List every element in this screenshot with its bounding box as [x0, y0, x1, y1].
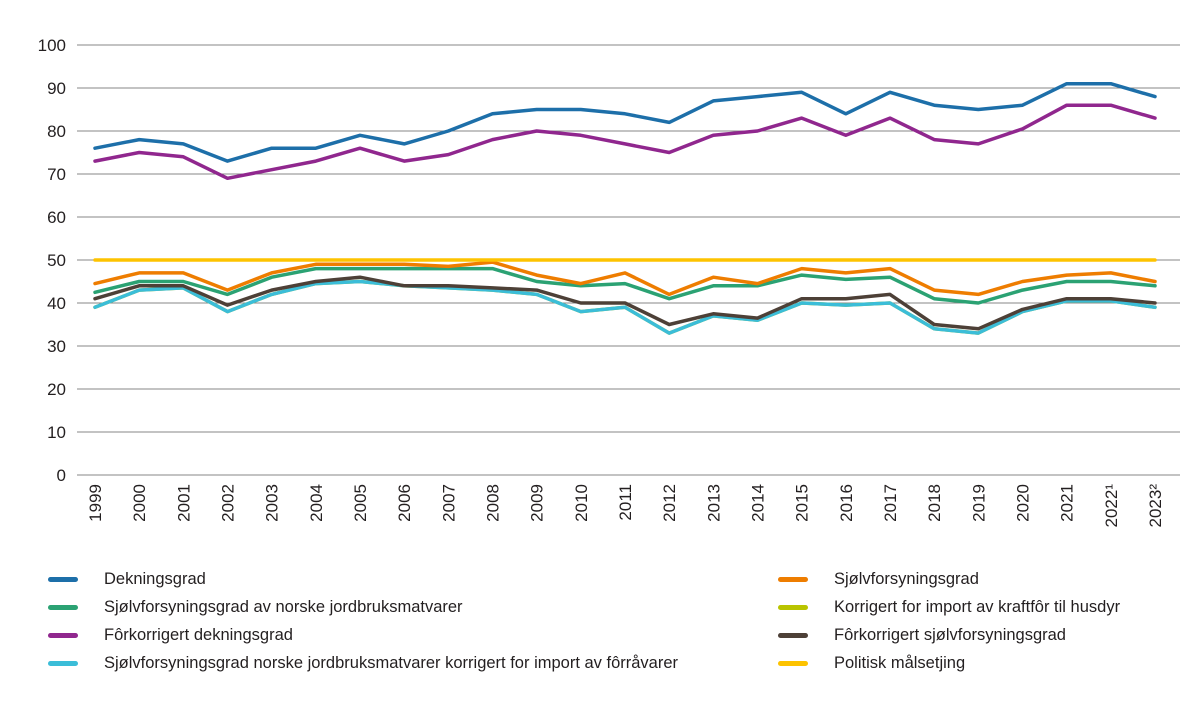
legend-label: Fôrkorrigert dekningsgrad	[104, 625, 293, 644]
x-axis-tick-label: 2020	[1014, 484, 1033, 522]
x-axis-tick-label: 2011	[616, 484, 635, 521]
x-axis-tick-label: 2022¹	[1102, 484, 1121, 528]
series-line-sj-lvforsyningsgrad-norske-jordbruksmatvarer-korrigert-for-import-av-f-rr-varer	[93, 279, 1157, 335]
x-axis-tick-label: 2016	[837, 484, 856, 522]
x-axis-tick-label: 2013	[704, 484, 723, 522]
x-axis-tick-label: 2012	[660, 484, 679, 522]
y-axis-tick-label: 70	[47, 165, 66, 184]
legend-swatch-icon	[778, 604, 808, 610]
series-line-sj-lvforsyningsgrad-av-norske-jordbruksmatvarer	[93, 266, 1157, 305]
legend-label: Sjølvforsyningsgrad norske jordbruksmatv…	[104, 653, 679, 672]
x-axis-tick-label: 1999	[86, 484, 105, 522]
x-axis-tick-label: 2000	[130, 484, 149, 522]
legend-item: Fôrkorrigert dekningsgrad	[48, 621, 778, 649]
y-axis-tick-label: 20	[47, 380, 66, 399]
y-axis-tick-label: 50	[47, 251, 66, 270]
series-line-f-rkorrigert-sj-lvforsyningsgrad	[93, 275, 1157, 331]
legend-swatch-icon	[48, 604, 78, 610]
legend-item: Politisk målsetjing	[778, 649, 1190, 677]
legend-swatch-icon	[778, 576, 808, 582]
legend-item: Dekningsgrad	[48, 565, 778, 593]
y-axis-tick-label: 90	[47, 79, 66, 98]
x-axis-tick-label: 2023²	[1146, 484, 1165, 528]
legend-label: Korrigert for import av kraftfôr til hus…	[834, 597, 1121, 616]
legend-swatch-icon	[48, 576, 78, 582]
x-axis-tick-label: 2021	[1058, 484, 1077, 522]
legend-label: Politisk målsetjing	[834, 653, 966, 672]
x-axis-tick-label: 2010	[572, 484, 591, 522]
x-axis-tick-label: 2008	[484, 484, 503, 522]
legend-item: Sjølvforsyningsgrad norske jordbruksmatv…	[48, 649, 778, 677]
series-line-dekningsgrad	[93, 81, 1157, 163]
y-axis-tick-label: 30	[47, 337, 66, 356]
x-axis-tick-label: 2004	[307, 484, 326, 522]
legend-swatch-icon	[48, 660, 78, 666]
x-axis-tick-label: 2017	[881, 484, 900, 522]
legend-swatch-icon	[778, 660, 808, 666]
legend-item: Korrigert for import av kraftfôr til hus…	[778, 593, 1190, 621]
x-axis-tick-label: 2002	[219, 484, 238, 522]
legend-label: Dekningsgrad	[104, 569, 206, 588]
legend-column: Dekningsgrad Sjølvforsyningsgrad av norsk…	[48, 565, 778, 677]
legend-item: Sjølvforsyningsgrad	[778, 565, 1190, 593]
legend-item: Sjølvforsyningsgrad av norske jordbruksm…	[48, 593, 778, 621]
legend-label: Sjølvforsyningsgrad	[834, 569, 979, 588]
x-axis-tick-label: 2001	[174, 484, 193, 522]
legend-column: Sjølvforsyningsgrad Korrigert for import …	[778, 565, 1190, 677]
series-line-f-rkorrigert-dekningsgrad	[93, 103, 1157, 181]
chart-legend: Dekningsgrad Sjølvforsyningsgrad av norsk…	[48, 565, 1190, 677]
y-axis-tick-label: 100	[38, 36, 66, 55]
series-line-sj-lvforsyningsgrad	[93, 260, 1157, 297]
line-chart: 0 10 20 30 40 50 60 70 80 90 100 1999 2000 2001 2002 20…	[38, 36, 1180, 528]
x-axis-tick-label: 2014	[749, 484, 768, 522]
x-axis-tick-label: 2019	[969, 484, 988, 522]
legend-label: Sjølvforsyningsgrad av norske jordbruksm…	[104, 597, 463, 616]
legend-swatch-icon	[778, 632, 808, 638]
x-axis-tick-label: 2018	[925, 484, 944, 522]
x-axis-tick-label: 2005	[351, 484, 370, 522]
x-axis-tick-label: 2015	[793, 484, 812, 522]
y-axis-tick-label: 60	[47, 208, 66, 227]
x-axis-tick-label: 2006	[395, 484, 414, 522]
y-axis-tick-label: 40	[47, 294, 66, 313]
legend-swatch-icon	[48, 632, 78, 638]
y-axis-tick-label: 10	[47, 423, 66, 442]
x-axis-tick-label: 2003	[263, 484, 282, 522]
y-axis-tick-label: 80	[47, 122, 66, 141]
legend-item: Fôrkorrigert sjølvforsyningsgrad	[778, 621, 1190, 649]
x-axis-tick-label: 2007	[439, 484, 458, 522]
legend-label: Fôrkorrigert sjølvforsyningsgrad	[834, 625, 1066, 644]
x-axis-tick-label: 2009	[528, 484, 547, 522]
y-axis-tick-label: 0	[57, 466, 66, 485]
